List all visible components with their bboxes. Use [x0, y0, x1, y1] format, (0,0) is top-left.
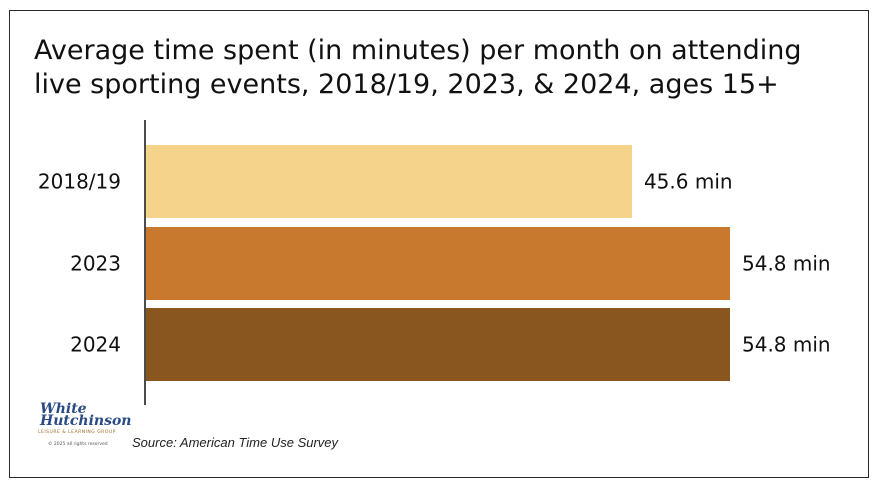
source-note: Source: American Time Use Survey — [132, 435, 339, 450]
bar-1 — [146, 227, 730, 300]
bar-2 — [146, 308, 730, 381]
category-label-1: 2023 — [70, 252, 121, 276]
logo-tagline: LEISURE & LEARNING GROUP — [38, 430, 116, 435]
data-label-2: 54.8 min — [742, 333, 831, 357]
data-label-0: 45.6 min — [644, 170, 733, 194]
category-label-0: 2018/19 — [38, 170, 121, 194]
logo-line-2: Hutchinson — [40, 413, 132, 429]
logo-line-1: White — [40, 401, 87, 417]
logo-copyright: © 2025 all rights reserved — [48, 442, 108, 447]
data-label-1: 54.8 min — [742, 252, 831, 276]
chart-title: Average time spent (in minutes) per mont… — [34, 35, 802, 100]
bar-0 — [146, 145, 632, 218]
white-hutchinson-logo: White Hutchinson LEISURE & LEARNING GROU… — [36, 401, 132, 452]
category-label-2: 2024 — [70, 333, 121, 357]
